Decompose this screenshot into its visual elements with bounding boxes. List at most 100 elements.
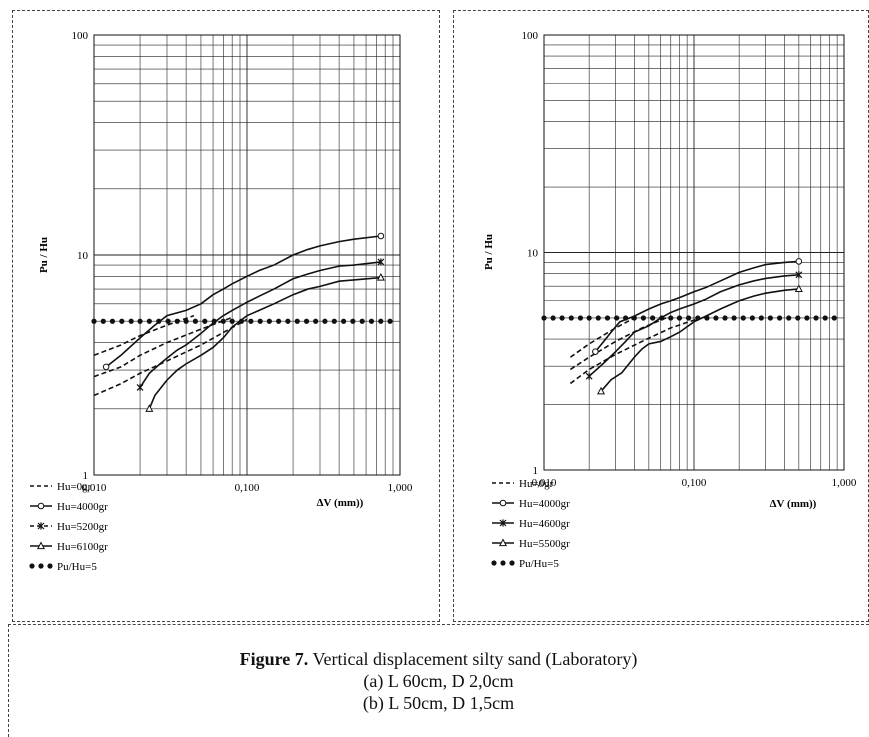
data-point bbox=[377, 258, 385, 266]
x-tick-label: 0,010 bbox=[82, 482, 107, 494]
series-pu-hu-5 bbox=[91, 318, 393, 324]
data-point bbox=[165, 318, 171, 324]
grid-lines bbox=[93, 35, 400, 476]
legend-label: Hu=4600gr bbox=[519, 518, 570, 530]
series-line bbox=[93, 318, 248, 397]
caption-title: Vertical displacement silty sand (Labora… bbox=[308, 649, 638, 669]
series-line bbox=[139, 261, 381, 388]
data-point bbox=[102, 363, 110, 371]
data-point bbox=[119, 318, 125, 324]
data-point bbox=[585, 372, 593, 380]
caption-title-line: Figure 7. Vertical displacement silty sa… bbox=[8, 648, 869, 670]
legend-marker bbox=[498, 538, 508, 547]
series-pu-hu-5 bbox=[541, 315, 837, 321]
data-point bbox=[257, 318, 263, 324]
data-point bbox=[91, 318, 97, 324]
data-point bbox=[550, 315, 556, 321]
y-tick-label: 10 bbox=[77, 250, 89, 262]
data-point bbox=[202, 318, 208, 324]
data-point bbox=[758, 315, 764, 321]
series-line bbox=[594, 260, 799, 353]
legend-marker bbox=[37, 522, 45, 530]
legend-marker bbox=[509, 560, 515, 566]
x-tick-label: 0,010 bbox=[532, 477, 557, 489]
series-line bbox=[600, 288, 799, 392]
data-point bbox=[804, 315, 810, 321]
data-point bbox=[604, 315, 611, 321]
data-point bbox=[137, 318, 143, 324]
data-point bbox=[285, 318, 291, 324]
legend-label: Hu=4000gr bbox=[57, 501, 108, 513]
legend-item: Hu=0gr bbox=[30, 481, 92, 493]
legend-marker bbox=[499, 519, 507, 527]
series-line bbox=[569, 317, 635, 358]
y-tick-label: 10 bbox=[527, 248, 539, 260]
legend-marker bbox=[499, 499, 507, 507]
legend-label: Hu=6100gr bbox=[57, 541, 108, 553]
legend-label: Hu=5500gr bbox=[519, 538, 570, 550]
data-point bbox=[156, 318, 162, 324]
x-axis-label: ΔV (mm)) bbox=[317, 497, 364, 509]
data-point bbox=[559, 315, 565, 321]
data-point bbox=[174, 318, 180, 324]
data-point bbox=[248, 318, 254, 324]
data-point bbox=[376, 272, 385, 281]
x-tick-label: 1,000 bbox=[388, 482, 413, 494]
data-point bbox=[146, 318, 152, 324]
data-point bbox=[341, 318, 347, 324]
data-point bbox=[568, 315, 574, 321]
chart-b: 1 10 100 0,010 0,100 1,000 Pu / Hu ΔV (mm)) Hu=0… bbox=[483, 30, 857, 570]
y-tick-label: 1 bbox=[533, 465, 539, 477]
plot-area bbox=[93, 34, 401, 476]
data-point bbox=[722, 315, 728, 321]
legend-label: Hu=5200gr bbox=[57, 521, 108, 533]
data-point bbox=[276, 318, 282, 324]
x-tick-label: 0,100 bbox=[682, 477, 707, 489]
caption-line-b: (b) L 50cm, D 1,5cm bbox=[362, 693, 515, 713]
data-point bbox=[614, 315, 620, 321]
data-point bbox=[794, 284, 803, 293]
data-point bbox=[795, 271, 803, 279]
legend-label: Pu/Hu=5 bbox=[57, 561, 97, 573]
chart-panel-a bbox=[12, 10, 440, 622]
legend-item: Hu=4000gr bbox=[492, 498, 570, 510]
series-hu-4600gr bbox=[585, 271, 803, 380]
series-line bbox=[148, 276, 381, 410]
caption-line-a: (a) L 60cm, D 2,0cm bbox=[363, 671, 514, 691]
legend-marker bbox=[491, 560, 497, 566]
series-hu-4000gr bbox=[592, 258, 803, 355]
data-point bbox=[109, 318, 116, 324]
data-point bbox=[136, 383, 144, 392]
caption-frame bbox=[8, 624, 869, 737]
data-point bbox=[831, 315, 837, 321]
data-point bbox=[145, 404, 154, 412]
data-point bbox=[704, 315, 710, 321]
legend-item: Hu=5200gr bbox=[30, 521, 108, 533]
data-point bbox=[740, 315, 746, 321]
legend-item: Pu/Hu=5 bbox=[29, 561, 97, 573]
series-hu-5500gr bbox=[597, 284, 803, 395]
data-point bbox=[822, 315, 828, 321]
data-point bbox=[695, 315, 701, 321]
data-point bbox=[368, 318, 375, 324]
legend-marker bbox=[36, 541, 46, 550]
data-point bbox=[668, 315, 674, 321]
legend-marker bbox=[47, 563, 53, 569]
data-point bbox=[713, 315, 719, 321]
legend: Hu=0gr Hu=4000gr Hu=4600gr Hu=5500gr Pu/Hu=5 bbox=[491, 478, 570, 570]
data-point bbox=[795, 258, 803, 265]
data-point bbox=[640, 315, 647, 321]
series-hu-0gr bbox=[569, 317, 701, 385]
grid-lines bbox=[543, 35, 844, 471]
data-point bbox=[795, 315, 801, 321]
y-axis-label: Pu / Hu bbox=[483, 234, 495, 270]
data-point bbox=[359, 318, 365, 324]
data-point bbox=[266, 318, 272, 324]
legend-marker bbox=[29, 563, 35, 569]
chart-a: 1 10 100 0,010 0,100 1,000 Pu / Hu ΔV (mm)) Hu=0… bbox=[29, 30, 413, 573]
legend-marker bbox=[38, 563, 44, 569]
series-hu-0gr bbox=[569, 317, 635, 358]
data-point bbox=[387, 318, 393, 324]
plot-area bbox=[543, 34, 845, 471]
series-hu-0gr bbox=[93, 316, 233, 378]
